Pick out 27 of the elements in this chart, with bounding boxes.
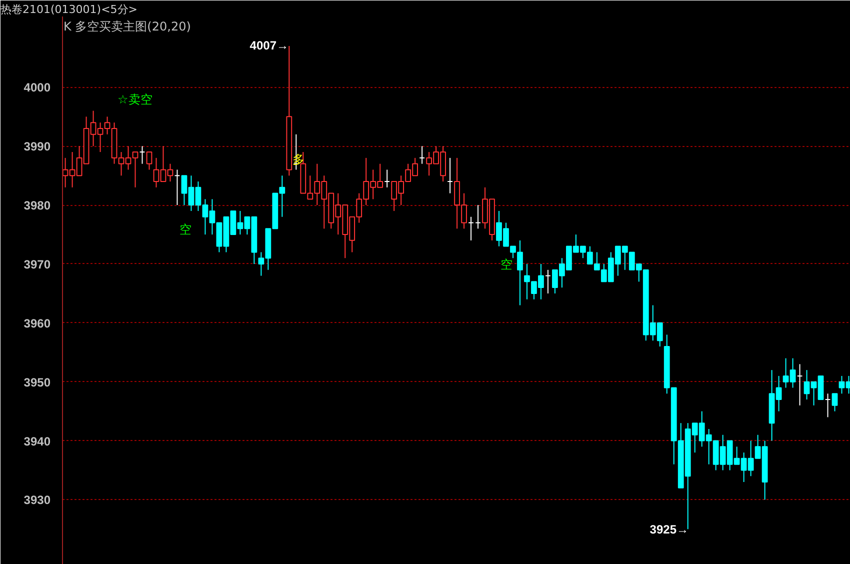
chart-subtitle: K 多空买卖主图(20,20): [64, 20, 191, 34]
y-tick-label: 3980: [24, 198, 51, 213]
y-tick-label: 3940: [24, 434, 51, 448]
annotation: 空: [180, 222, 192, 236]
candlestick: [545, 269, 551, 294]
candlestick: [384, 169, 390, 188]
candlestick: [475, 204, 481, 230]
candlestick: [832, 393, 838, 412]
candlestick: [468, 216, 474, 241]
candlestick: [174, 169, 180, 206]
chart-title: 热卷2101(013001)<5分>: [0, 3, 138, 16]
annotation: 4007→: [250, 38, 289, 52]
y-tick-label: 3950: [24, 375, 51, 390]
y-tick-label: 3990: [24, 140, 51, 154]
annotation: ☆卖空: [118, 92, 152, 106]
y-tick-label: 4000: [24, 80, 51, 95]
y-tick-label: 3930: [24, 493, 51, 508]
candlestick: [447, 157, 453, 194]
candlestick: [419, 146, 425, 164]
annotation: 空: [500, 258, 512, 272]
candlestick: [146, 152, 152, 170]
y-tick-label: 3960: [24, 316, 51, 330]
candlestick: [139, 146, 146, 164]
annotation: 3925→: [650, 522, 689, 536]
candlestick: [824, 393, 831, 418]
candlestick: [796, 364, 803, 406]
y-tick-label: 3970: [24, 257, 51, 272]
